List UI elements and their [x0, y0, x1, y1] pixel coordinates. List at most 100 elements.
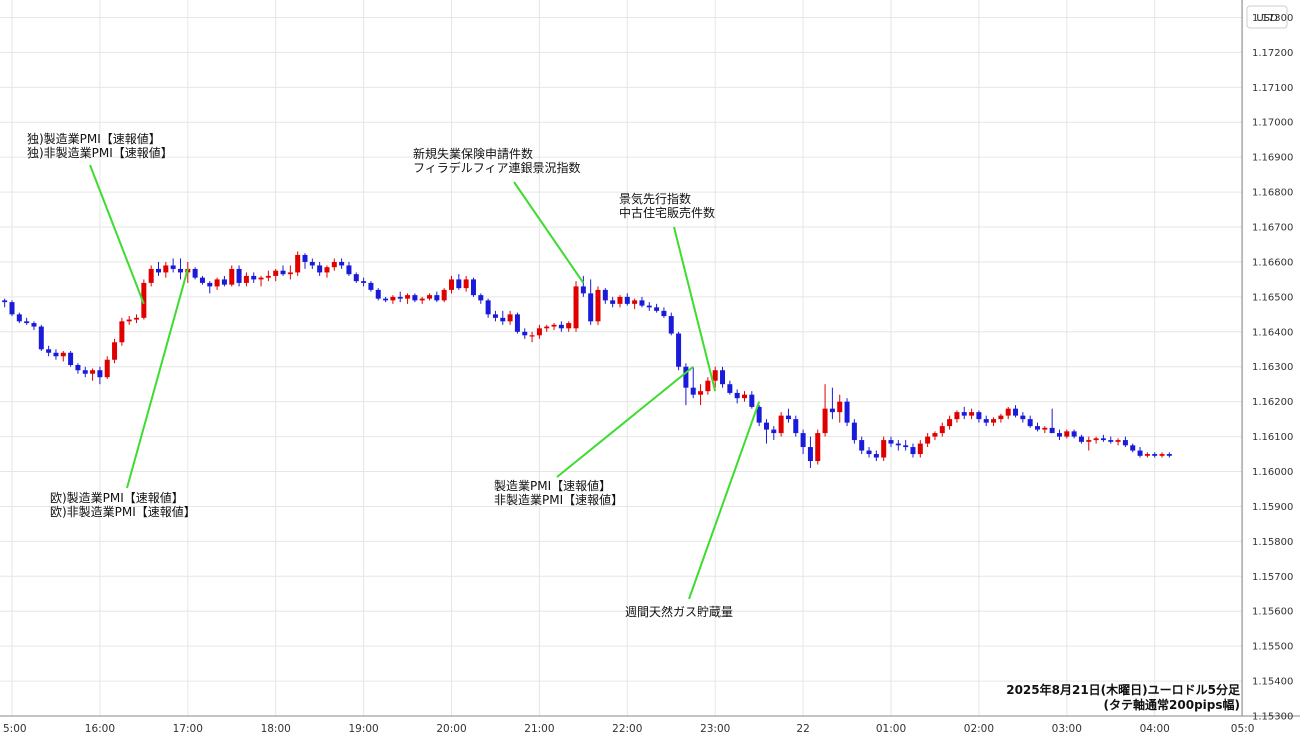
- y-tick-label: 1.16800: [1252, 188, 1293, 199]
- x-tick-label: 22: [796, 723, 809, 735]
- y-tick-label: 1.15800: [1252, 537, 1293, 548]
- chart-note-line-1: 2025年8月21日(木曜日)ユーロドル5分足: [1006, 682, 1240, 697]
- candle-body: [419, 298, 425, 301]
- x-tick-label: 16:00: [85, 723, 115, 735]
- candle-body: [529, 335, 535, 337]
- annotation-leader-line: [673, 226, 717, 392]
- candle-body: [771, 429, 777, 434]
- candle-body: [851, 422, 857, 441]
- y-tick-label: 1.16900: [1252, 153, 1293, 164]
- y-tick-label: 1.16700: [1252, 223, 1293, 234]
- y-tick-label: 1.16500: [1252, 292, 1293, 303]
- candle-body: [9, 302, 15, 315]
- candle-body: [221, 279, 227, 285]
- candle-body: [265, 275, 271, 278]
- candle-body: [1056, 433, 1062, 437]
- y-tick-label: 1.16300: [1252, 362, 1293, 373]
- candle-body: [1005, 408, 1011, 416]
- x-tick-label: 01:00: [876, 723, 906, 735]
- annotation-text: 独)非製造業PMI【速報値】: [27, 145, 173, 160]
- candle-body: [273, 270, 279, 276]
- annotation-text: 景気先行指数: [619, 191, 691, 206]
- y-tick-label: 1.15400: [1252, 677, 1293, 688]
- candle-body: [126, 319, 132, 322]
- candle-body: [1159, 454, 1165, 456]
- candle-body: [720, 370, 726, 385]
- candle-body: [68, 352, 74, 365]
- candle-body: [756, 406, 762, 423]
- candle-body: [199, 277, 205, 283]
- candle-body: [24, 321, 30, 324]
- candle-body: [1144, 454, 1150, 456]
- candle-body: [353, 274, 359, 282]
- candle-body: [1100, 438, 1106, 441]
- candle-body: [156, 268, 161, 273]
- candle-body: [917, 443, 923, 455]
- candle-body: [375, 289, 381, 299]
- candle-body: [654, 307, 660, 311]
- annotation-text: 製造業PMI【速報値】: [494, 478, 611, 493]
- candle-body: [368, 282, 374, 290]
- candle-body: [844, 401, 850, 423]
- candle-body: [434, 295, 440, 301]
- candle-body: [31, 323, 37, 327]
- candle-body: [485, 300, 491, 315]
- candle-body: [712, 370, 718, 381]
- x-tick-label: 02:00: [964, 723, 994, 735]
- annotation-leader-line: [89, 164, 145, 305]
- candle-body: [976, 412, 982, 420]
- candle-body: [90, 370, 96, 374]
- candle-body: [1042, 427, 1048, 430]
- candle-body: [441, 289, 447, 301]
- candle-body: [82, 370, 88, 374]
- candle-body: [463, 279, 469, 289]
- candle-body: [1152, 454, 1158, 456]
- candle-body: [214, 279, 220, 287]
- currency-label: USD: [1256, 13, 1278, 24]
- candle-body: [873, 454, 879, 458]
- y-tick-label: 1.16600: [1252, 257, 1293, 268]
- candle-body: [969, 412, 975, 416]
- candle-body: [602, 289, 608, 301]
- annotation-leader-line: [556, 365, 694, 478]
- y-tick-label: 1.17000: [1252, 118, 1293, 129]
- candle-body: [1013, 408, 1019, 416]
- candle-body: [727, 384, 733, 393]
- candle-body: [331, 261, 337, 268]
- y-tick-label: 1.16000: [1252, 467, 1293, 478]
- candle-body: [544, 326, 550, 329]
- candle-body: [514, 314, 520, 332]
- candle-body: [148, 268, 154, 283]
- candle-body: [661, 310, 667, 317]
- y-tick-label: 1.15600: [1252, 607, 1293, 618]
- annotation-text: 非製造業PMI【速報値】: [494, 492, 623, 507]
- candle-body: [16, 314, 22, 322]
- annotation-leader-line: [688, 401, 761, 600]
- candle-body: [536, 328, 542, 336]
- annotation-labels: 独)製造業PMI【速報値】独)非製造業PMI【速報値】欧)製造業PMI【速報値】…: [27, 131, 733, 619]
- annotation-leader-line: [126, 268, 189, 489]
- y-tick-label: 1.15900: [1252, 502, 1293, 513]
- candle-body: [383, 298, 389, 301]
- candle-body: [251, 275, 257, 280]
- candle-body: [104, 359, 110, 378]
- candle-body: [998, 415, 1004, 420]
- candle-body: [2, 300, 8, 303]
- y-tick-label: 1.17300: [1252, 13, 1293, 24]
- candle-body: [317, 265, 323, 273]
- candle-body: [390, 296, 396, 301]
- candle-body: [763, 422, 769, 430]
- annotation-text: 独)製造業PMI【速報値】: [27, 131, 161, 146]
- candle-body: [449, 279, 454, 290]
- candle-body: [507, 314, 513, 322]
- candle-body: [822, 408, 828, 434]
- candle-body: [932, 433, 938, 437]
- annotation-text: 中古住宅販売件数: [619, 205, 715, 220]
- candle-body: [888, 440, 894, 444]
- annotation-text: 欧)製造業PMI【速報値】: [50, 490, 184, 505]
- candle-body: [991, 419, 997, 423]
- x-tick-label: 20:00: [436, 723, 466, 735]
- annotation-text: 週間天然ガス貯蔵量: [625, 604, 733, 619]
- candle-body: [361, 281, 367, 283]
